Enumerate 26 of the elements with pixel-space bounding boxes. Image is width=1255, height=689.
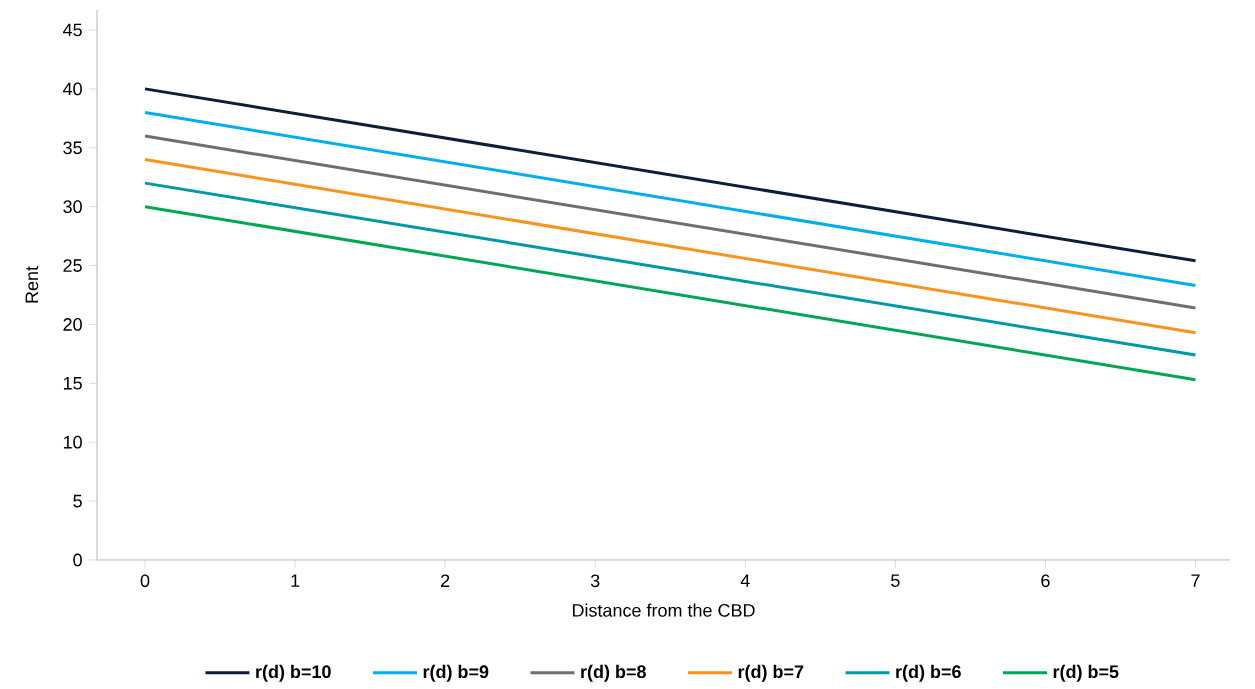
x-tick-label: 7 [1191,574,1200,587]
y-tick-label: 10 [63,435,82,449]
x-axis-title: Distance from the CBD [572,603,755,617]
x-tick-label: 0 [140,574,150,588]
x-tick-label: 4 [740,574,750,587]
x-tick-label: 6 [1041,574,1050,588]
x-tick-label: 3 [590,574,600,588]
y-tick-label: 0 [73,553,82,567]
legend-label: r(d) b=7 [738,664,804,682]
y-tick-label: 15 [63,377,82,390]
y-tick-label: 45 [62,23,82,37]
x-tick-label: 5 [891,574,900,587]
y-tick-label: 30 [63,200,82,214]
y-tick-label: 20 [63,318,82,331]
legend-label: r(d) b=8 [581,664,646,682]
legend-label: r(d) b=5 [1053,664,1119,682]
y-tick-label: 35 [63,141,82,155]
y-tick-label: 5 [73,494,82,508]
legend-label: r(d) b=9 [423,664,489,682]
y-axis-title: Rent [25,266,39,303]
x-tick-label: 2 [441,574,450,587]
legend-label: r(d) b=6 [896,664,961,682]
legend-label: r(d) b=10 [256,664,331,682]
y-tick-label: 25 [63,259,82,272]
x-tick-label: 1 [291,574,300,587]
y-tick-label: 40 [62,82,82,96]
